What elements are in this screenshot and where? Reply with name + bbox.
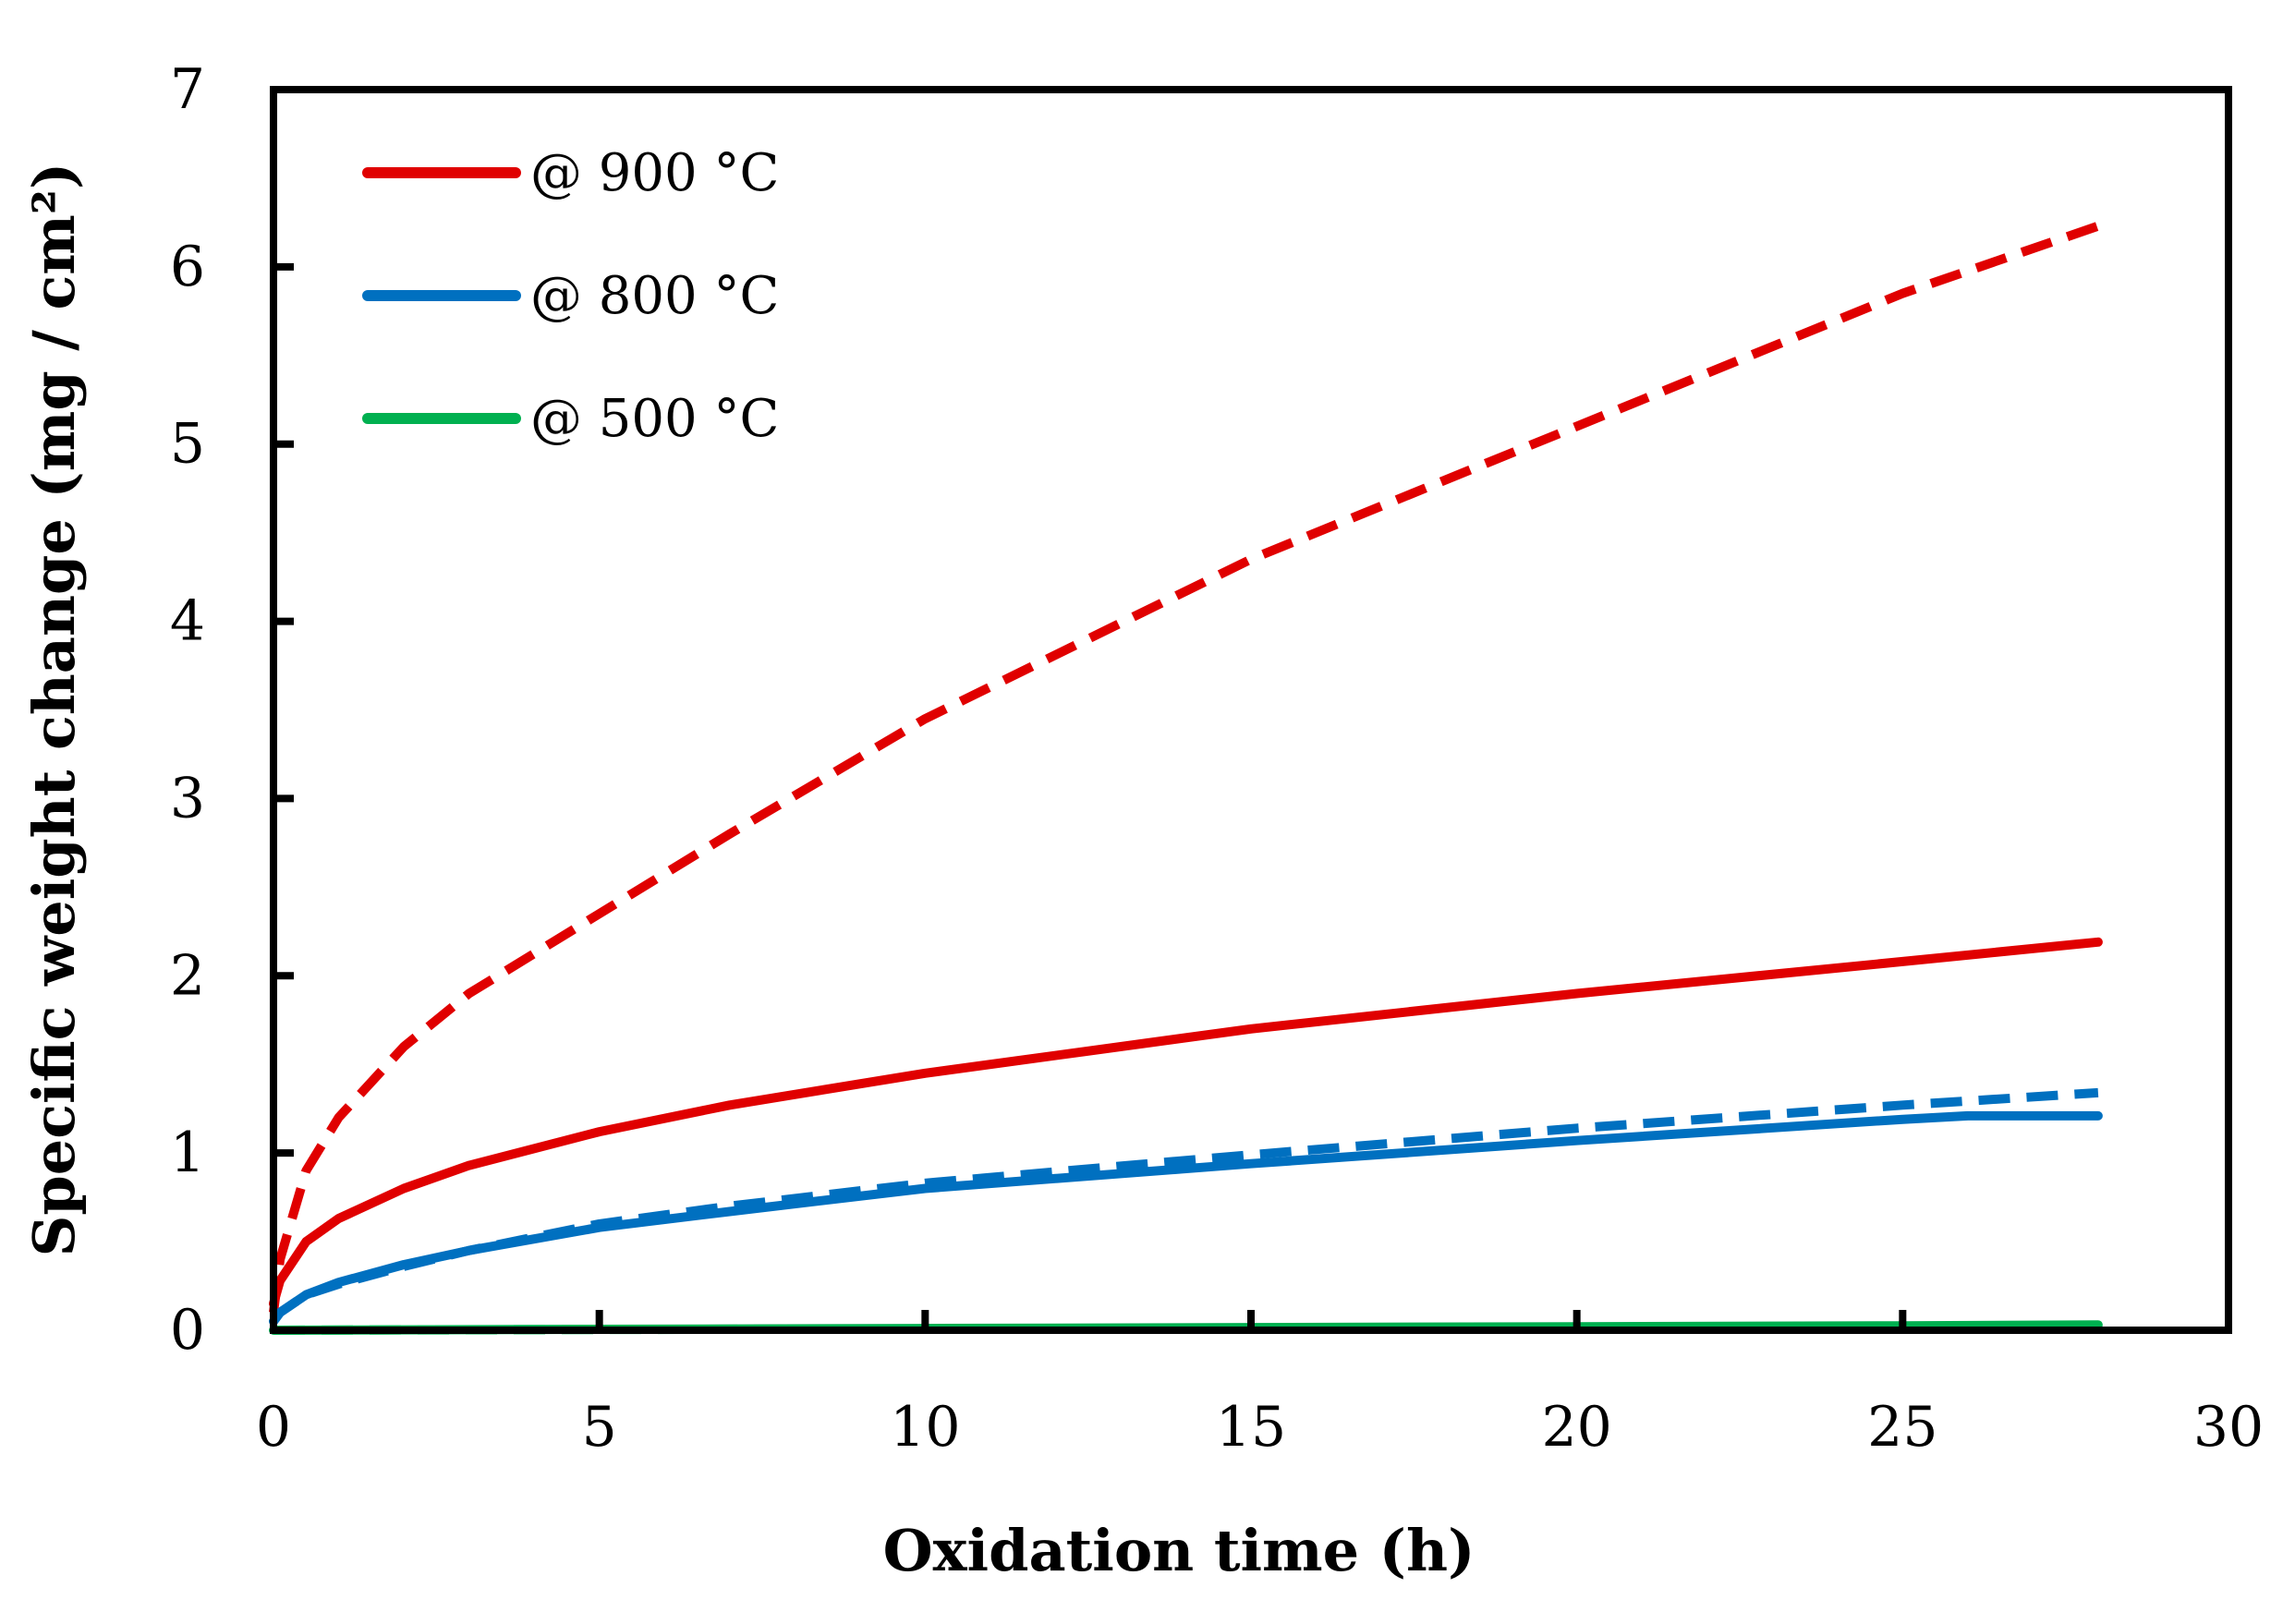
y-axis-title: Specific weight change (mg / cm²)	[20, 163, 88, 1257]
y-tick-label-7: 7	[170, 57, 205, 122]
x-tick-label-30: 30	[2193, 1395, 2264, 1460]
y-tick-label-0: 0	[170, 1298, 205, 1363]
legend-label-900-c: @ 900 °C	[530, 143, 779, 203]
x-axis-title: Oxidation time (h)	[883, 1517, 1475, 1584]
x-tick-label-25: 25	[1867, 1395, 1937, 1460]
y-tick-label-3: 3	[170, 766, 205, 830]
series-line-1-solid	[269, 937, 2103, 1309]
y-tick-label-1: 1	[170, 1121, 205, 1185]
x-tick-label-5: 5	[582, 1395, 617, 1460]
x-tick-label-0: 0	[256, 1395, 291, 1460]
y-tick-label-5: 5	[170, 412, 205, 477]
y-tick-label-2: 2	[170, 943, 205, 1008]
tick-layer: 0 5 10 15 20 25 30 0 1 2 3 4 5 6 7	[170, 57, 2264, 1460]
x-tick-label-15: 15	[1216, 1395, 1286, 1460]
x-tick-label-10: 10	[890, 1395, 960, 1460]
legend-label-500-c: @ 500 °C	[530, 389, 779, 449]
legend-label-800-c: @ 800 °C	[530, 266, 779, 326]
series-line-2-dashed	[269, 221, 2100, 1314]
series-line-4-dashed	[269, 1087, 2099, 1325]
legend: @ 900 °C @ 800 °C @ 500 °C	[362, 143, 779, 449]
y-tick-label-4: 4	[170, 589, 205, 654]
y-tick-label-6: 6	[170, 235, 205, 299]
x-tick-label-20: 20	[1541, 1395, 1611, 1460]
